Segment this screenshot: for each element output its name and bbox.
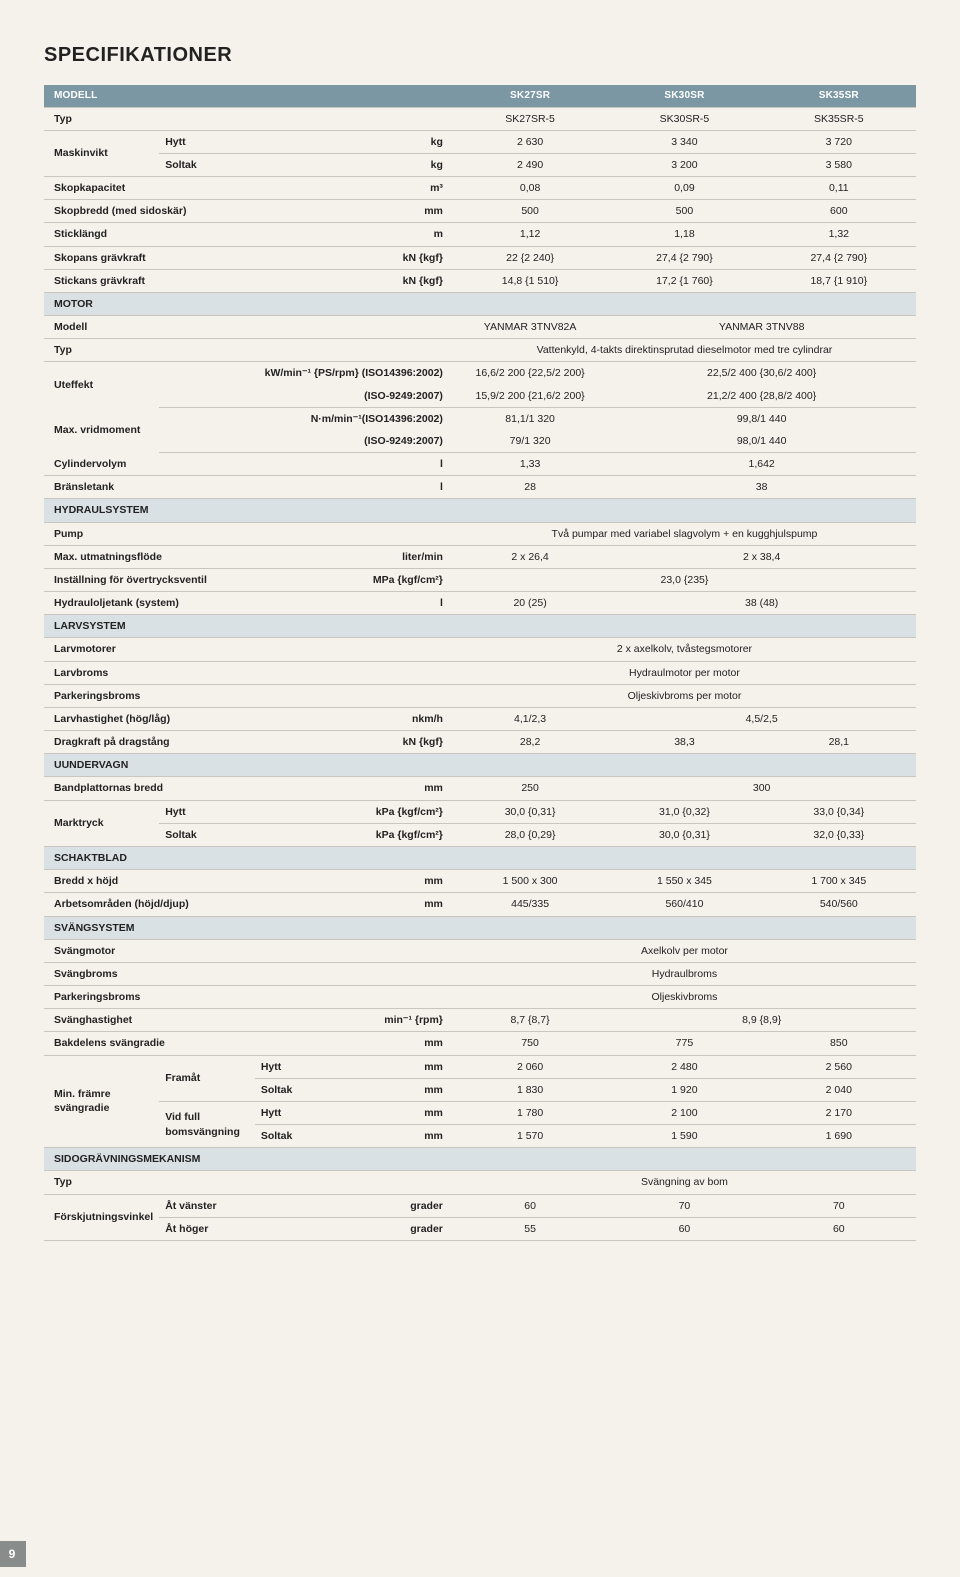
hdr-larv: LARVSYSTEM: [44, 615, 916, 638]
model-2: SK35SR: [762, 85, 916, 107]
hdr-svang: SVÄNGSYSTEM: [44, 916, 916, 939]
row-typ: Typ: [44, 107, 453, 130]
page-number: 9: [0, 1541, 26, 1567]
hdr-hydraul: HYDRAULSYSTEM: [44, 499, 916, 522]
hdr-modell: MODELL: [44, 85, 159, 107]
hdr-schakt: SCHAKTBLAD: [44, 847, 916, 870]
hdr-under: UUNDERVAGN: [44, 754, 916, 777]
hdr-motor: MOTOR: [44, 292, 916, 315]
model-0: SK27SR: [453, 85, 607, 107]
hdr-sido: SIDOGRÄVNINGSMEKANISM: [44, 1148, 916, 1171]
spec-title: SPECIFIKATIONER: [44, 44, 916, 67]
model-1: SK30SR: [607, 85, 761, 107]
spec-table: MODELLSK27SRSK30SRSK35SR TypSK27SR-5SK30…: [44, 85, 916, 1241]
row-maskinvikt: Maskinvikt: [44, 130, 159, 176]
